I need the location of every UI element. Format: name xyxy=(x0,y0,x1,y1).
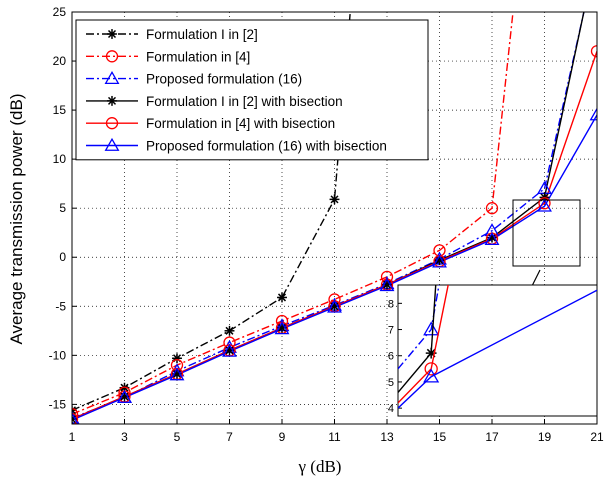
triangle-marker xyxy=(423,321,440,336)
y-tick-label: -5 xyxy=(55,299,66,313)
x-tick-label: 5 xyxy=(174,430,181,444)
legend-entry: Formulation in [4] with bisection xyxy=(86,116,335,131)
legend-entry: Proposed formulation (16) xyxy=(86,70,302,87)
series-line xyxy=(72,12,514,415)
x-tick-labels: 1 3 5 7 9 11 13 15 17 19 21 xyxy=(69,430,604,444)
x-tick-label: 21 xyxy=(590,430,604,444)
y-tick-label: 5 xyxy=(59,201,66,215)
legend-label: Formulation I in [2] xyxy=(146,27,258,42)
triangle-marker xyxy=(104,137,120,151)
star-marker xyxy=(224,325,235,336)
legend-entry: Formulation in [4] xyxy=(86,49,250,64)
legend-label: Formulation in [4] with bisection xyxy=(146,116,335,131)
inset-y-tick-label: 8 xyxy=(388,298,394,310)
x-tick-label: 17 xyxy=(485,430,499,444)
triangle-marker xyxy=(379,278,395,292)
series-line xyxy=(72,12,585,419)
circle-marker xyxy=(485,202,499,215)
triangle-marker xyxy=(589,107,597,121)
triangle-marker xyxy=(169,367,185,381)
y-tick-label: 0 xyxy=(59,250,66,264)
x-axis-label: γ (dB) xyxy=(298,457,342,476)
circle-marker xyxy=(105,117,119,130)
x-tick-label: 13 xyxy=(380,430,394,444)
x-tick-label: 11 xyxy=(328,430,341,444)
circle-marker xyxy=(72,412,79,424)
x-tick-label: 15 xyxy=(433,430,447,444)
circle-marker xyxy=(72,408,79,421)
legend-box xyxy=(75,19,429,161)
legend-entry: Proposed formulation (16) with bisection xyxy=(86,137,387,154)
x-tick-label: 7 xyxy=(226,430,233,444)
triangle-marker xyxy=(104,70,120,84)
star-marker xyxy=(107,29,117,39)
y-tick-label: 20 xyxy=(53,54,67,68)
y-tick-label: -15 xyxy=(49,397,67,411)
triangle-marker xyxy=(327,299,342,313)
inset-series xyxy=(398,285,597,409)
star-marker xyxy=(277,292,287,303)
legend-entry: Formulation I in [2] xyxy=(86,27,258,42)
y-axis-label: Average transmission power (dB) xyxy=(7,93,26,344)
y-tick-label: 15 xyxy=(53,103,67,117)
inset-plot: 4 5 6 7 8 xyxy=(388,284,598,417)
x-tick-label: 9 xyxy=(279,430,286,444)
legend-label: Proposed formulation (16) xyxy=(146,72,302,87)
inset-series-line xyxy=(398,285,440,370)
triangle-marker xyxy=(484,231,500,245)
triangle-marker xyxy=(432,254,447,268)
triangle-marker xyxy=(72,412,79,424)
zoom-region-box xyxy=(512,199,581,267)
inset-y-tick-label: 6 xyxy=(388,351,394,363)
axes-frame xyxy=(71,11,598,425)
star-marker xyxy=(107,95,117,106)
triangle-marker xyxy=(222,343,237,357)
legend-label: Formulation I in [2] with bisection xyxy=(146,94,343,109)
inset-y-tick-label: 7 xyxy=(388,325,394,337)
x-tick-label: 19 xyxy=(538,430,552,444)
legend-entry: Formulation I in [2] with bisection xyxy=(86,94,343,109)
y-tick-label: -10 xyxy=(49,348,67,362)
y-tick-label: 25 xyxy=(53,5,67,19)
circle-marker xyxy=(105,50,119,63)
legend: Formulation I in [2] Formulation in [4] Pr… xyxy=(75,19,429,161)
circle-marker xyxy=(424,362,438,376)
circle-marker xyxy=(590,45,597,58)
inset-series-line xyxy=(398,289,597,409)
triangle-marker xyxy=(423,368,440,383)
triangle-marker xyxy=(537,198,552,212)
triangle-marker xyxy=(72,410,80,424)
triangle-marker xyxy=(117,389,132,403)
series-markers xyxy=(72,45,597,424)
x-tick-label: 1 xyxy=(69,430,76,444)
triangle-marker xyxy=(274,321,290,335)
y-tick-labels: -15 -10 -5 0 5 10 15 20 25 xyxy=(49,5,67,411)
inset-y-tick-label: 5 xyxy=(388,377,394,389)
legend-label: Formulation in [4] xyxy=(146,49,250,64)
x-tick-label: 3 xyxy=(121,430,128,444)
legend-label: Proposed formulation (16) with bisection xyxy=(146,139,387,154)
star-marker xyxy=(329,194,340,205)
circle-marker xyxy=(538,197,551,210)
y-tick-label: 10 xyxy=(53,152,67,166)
inset-y-tick-label: 4 xyxy=(388,403,394,415)
